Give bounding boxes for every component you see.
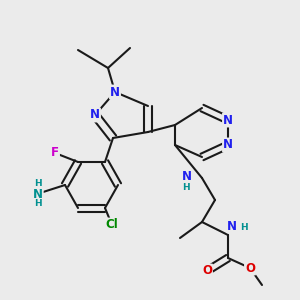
Text: H: H	[34, 200, 42, 208]
Text: N: N	[182, 170, 192, 184]
Text: N: N	[223, 113, 233, 127]
Text: H: H	[34, 179, 42, 188]
Text: N: N	[223, 139, 233, 152]
Text: H: H	[240, 223, 248, 232]
Text: F: F	[51, 146, 59, 160]
Text: N: N	[227, 220, 237, 232]
Text: H: H	[182, 184, 190, 193]
Text: N: N	[33, 188, 43, 200]
Text: Cl: Cl	[106, 218, 118, 232]
Text: O: O	[202, 265, 212, 278]
Text: N: N	[90, 109, 100, 122]
Text: O: O	[245, 262, 255, 275]
Text: N: N	[110, 85, 120, 98]
